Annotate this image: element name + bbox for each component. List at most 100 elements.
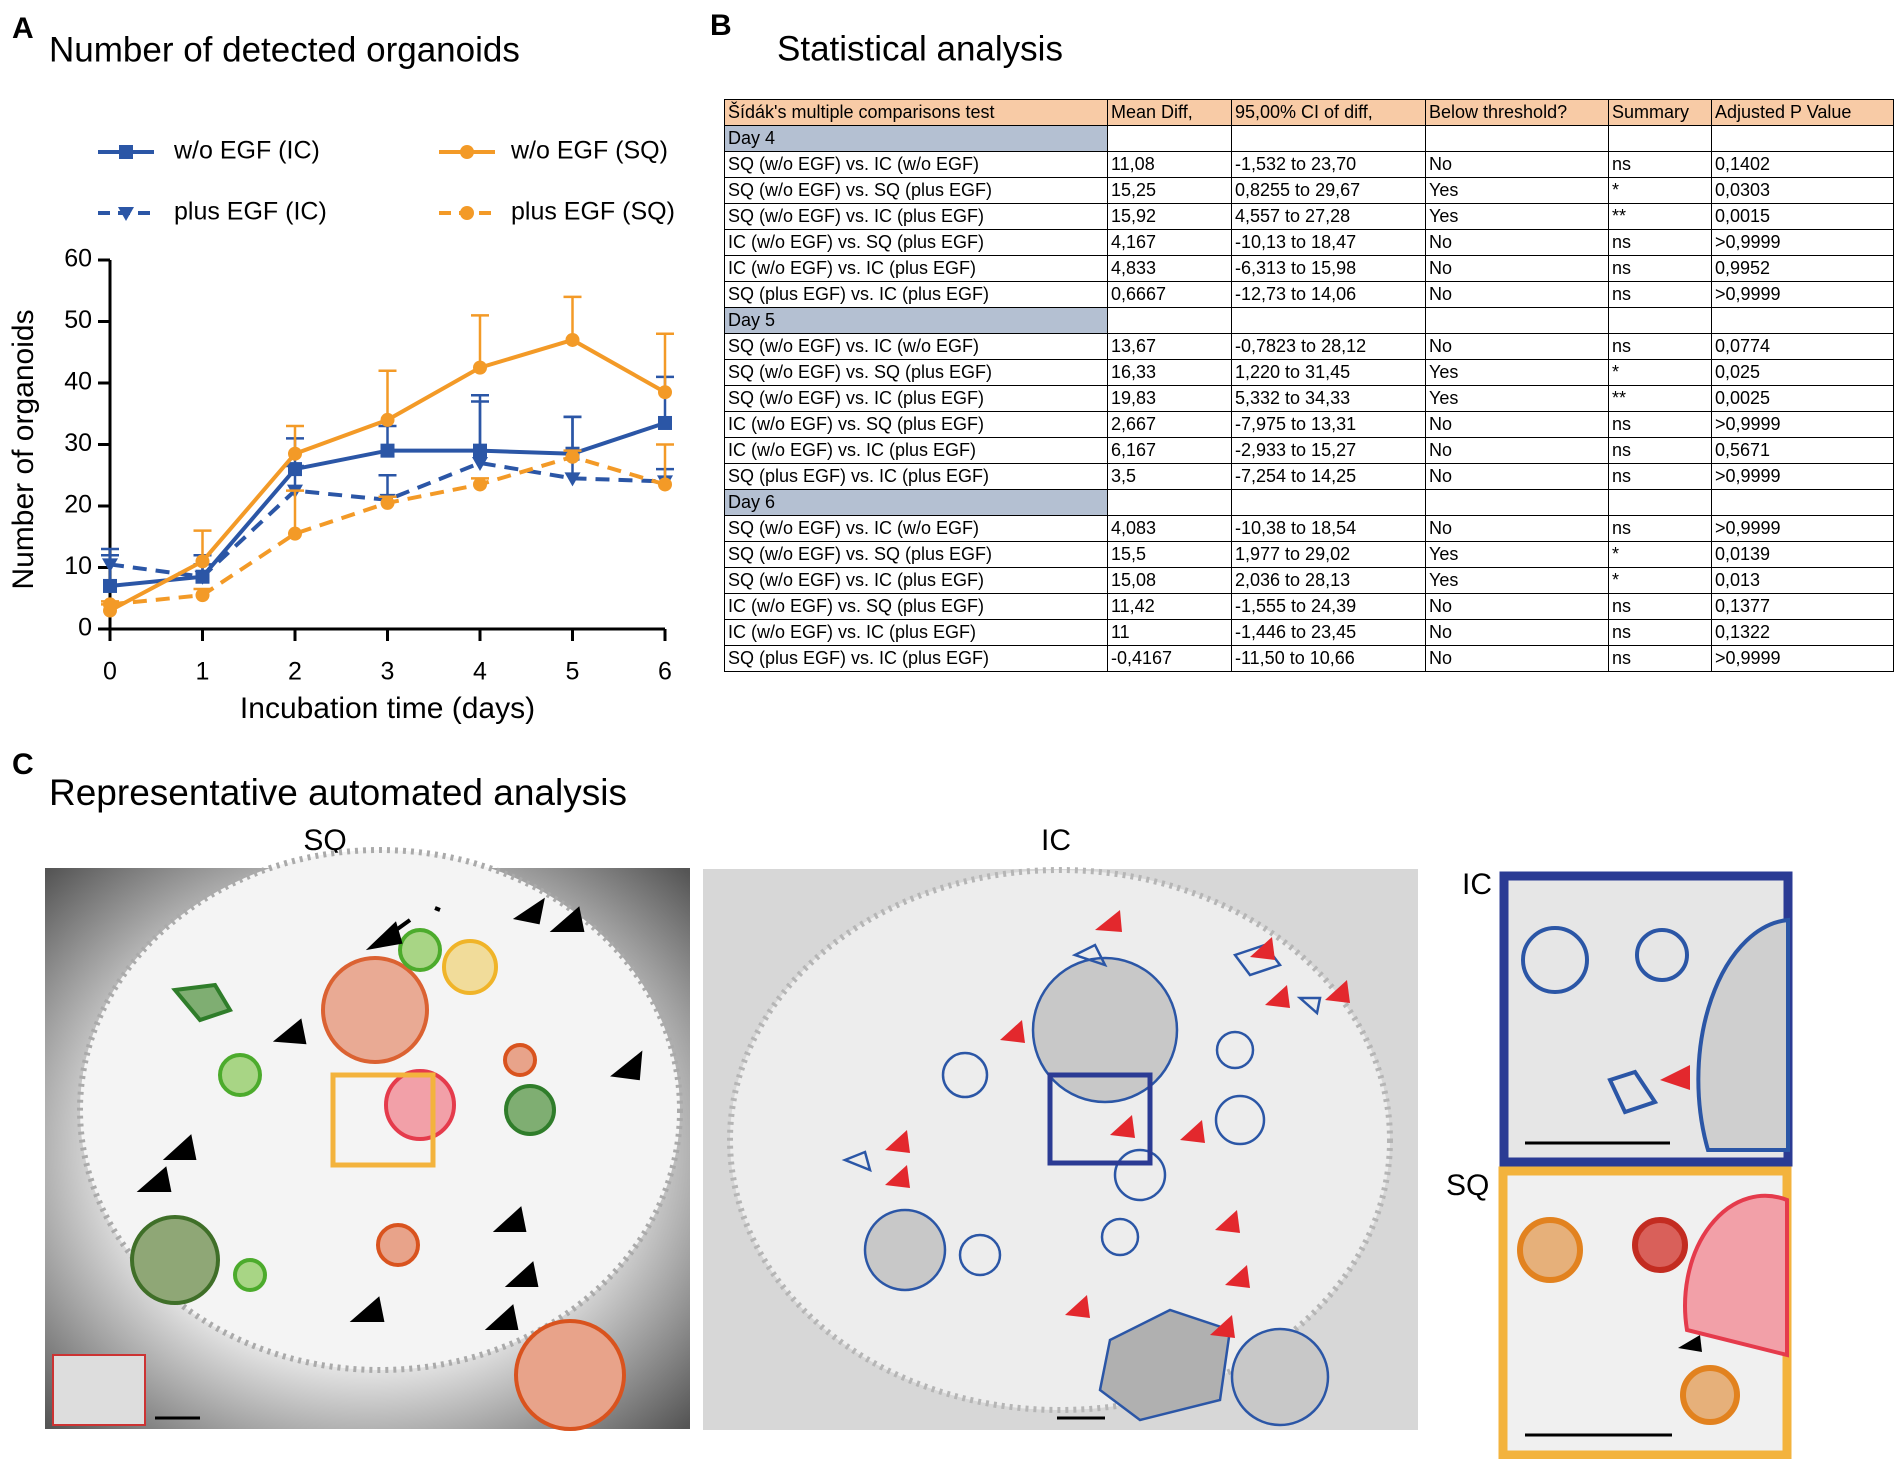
legend-marker (119, 145, 133, 159)
table-cell: -10,13 to 18,47 (1231, 229, 1426, 256)
table-cell (1425, 307, 1609, 334)
table-cell: SQ (w/o EGF) vs. SQ (plus EGF) (724, 177, 1108, 204)
y-tick-label: 10 (64, 552, 92, 580)
point (565, 449, 580, 464)
error-bar (563, 295, 582, 340)
table-cell: -0,4167 (1107, 645, 1232, 672)
table-cell: ns (1608, 463, 1712, 490)
table-cell: ns (1608, 645, 1712, 672)
table-cell: SQ (w/o EGF) vs. SQ (plus EGF) (724, 541, 1108, 568)
table-cell: * (1608, 359, 1712, 386)
legend-item: w/o EGF (SQ) (439, 137, 668, 165)
table-cell: SQ (w/o EGF) vs. IC (plus EGF) (724, 567, 1108, 594)
table-cell (1425, 125, 1609, 152)
table-cell: No (1425, 255, 1609, 282)
table-row: SQ (w/o EGF) vs. SQ (plus EGF) 16,33 1,220… (724, 359, 1894, 386)
table-cell: Summary (1608, 99, 1712, 126)
table-cell: IC (w/o EGF) vs. IC (plus EGF) (724, 619, 1108, 646)
table-cell: -1,555 to 24,39 (1231, 593, 1426, 620)
table-row: SQ (w/o EGF) vs. SQ (plus EGF) 15,5 1,977 … (724, 541, 1894, 568)
ic-image (703, 867, 1418, 1430)
table-cell: 0,5671 (1711, 437, 1894, 464)
table-cell: ns (1608, 437, 1712, 464)
table-cell: >0,9999 (1711, 515, 1894, 542)
y-axis-label: Number of organoids (7, 309, 40, 589)
table-cell: >0,9999 (1711, 411, 1894, 438)
point (658, 415, 672, 430)
table-cell: Day 5 (724, 307, 1108, 334)
table-cell: -11,50 to 10,66 (1231, 645, 1426, 672)
table-cell: SQ (w/o EGF) vs. IC (w/o EGF) (724, 333, 1108, 360)
table-row: SQ (w/o EGF) vs. IC (w/o EGF) 4,083 -10,38… (724, 515, 1894, 542)
table-cell: 0,025 (1711, 359, 1894, 386)
table-cell: 11 (1107, 619, 1232, 646)
table-row: IC (w/o EGF) vs. IC (plus EGF) 11 -1,446 t… (724, 619, 1894, 646)
legend-item: plus EGF (SQ) (439, 198, 675, 226)
point (472, 456, 488, 471)
table-cell: 15,5 (1107, 541, 1232, 568)
point (658, 477, 672, 492)
table-cell: 2,667 (1107, 411, 1232, 438)
table-cell (1107, 307, 1232, 334)
table-cell: 3,5 (1107, 463, 1232, 490)
table-cell: 0,0139 (1711, 541, 1894, 568)
table-cell: 4,083 (1107, 515, 1232, 542)
table-cell: IC (w/o EGF) vs. SQ (plus EGF) (724, 593, 1108, 620)
point (102, 558, 118, 573)
legend-marker (460, 206, 474, 220)
table-cell: No (1425, 593, 1609, 620)
table-cell: No (1425, 619, 1609, 646)
x-axis-label: Incubation time (days) (240, 692, 535, 725)
table-cell: SQ (w/o EGF) vs. SQ (plus EGF) (724, 359, 1108, 386)
table-cell: >0,9999 (1711, 463, 1894, 490)
table-row: IC (w/o EGF) vs. IC (plus EGF) 4,833 -6,31… (724, 255, 1894, 282)
inset-label: IC (1462, 868, 1492, 901)
table-row: Day 5 (724, 307, 1894, 334)
legend-item: plus EGF (IC) (98, 198, 327, 226)
legend-label: plus EGF (IC) (174, 198, 327, 226)
legend-label: plus EGF (SQ) (511, 198, 675, 226)
legend-label: w/o EGF (IC) (173, 137, 320, 165)
sq-inset (1498, 1166, 1792, 1459)
chart-title: Number of detected organoids (49, 30, 520, 69)
image-label: IC (1041, 824, 1071, 857)
table-cell: SQ (w/o EGF) vs. IC (plus EGF) (724, 385, 1108, 412)
table-row: SQ (w/o EGF) vs. IC (w/o EGF) 11,08 -1,532… (724, 151, 1894, 178)
table-cell: -0,7823 to 28,12 (1231, 333, 1426, 360)
panel-label: C (12, 748, 34, 781)
error-bar (471, 314, 489, 368)
table-cell: ns (1608, 255, 1712, 282)
table-row: Day 4 (724, 125, 1894, 152)
table-cell: SQ (w/o EGF) vs. IC (w/o EGF) (724, 151, 1108, 178)
table-cell (1107, 489, 1232, 516)
table-cell: ns (1608, 593, 1712, 620)
table-cell: Yes (1425, 385, 1609, 412)
table-cell: Day 6 (724, 489, 1108, 516)
table-cell: SQ (w/o EGF) vs. IC (plus EGF) (724, 203, 1108, 230)
table-cell: No (1425, 281, 1609, 308)
table-cell: Mean Diff, (1107, 99, 1232, 126)
table-cell: 1,977 to 29,02 (1231, 541, 1426, 568)
table-cell: -7,975 to 13,31 (1231, 411, 1426, 438)
table-cell: 16,33 (1107, 359, 1232, 386)
legend-marker (118, 207, 134, 221)
table-cell: No (1425, 151, 1609, 178)
table-cell: 0,013 (1711, 567, 1894, 594)
table-cell: ns (1608, 333, 1712, 360)
table-cell: ns (1608, 619, 1712, 646)
panel-title: Representative automated analysis (49, 772, 627, 813)
table-cell: -7,254 to 14,25 (1231, 463, 1426, 490)
table-cell: 0,1322 (1711, 619, 1894, 646)
y-tick-label: 60 (64, 245, 92, 273)
table-row: SQ (w/o EGF) vs. SQ (plus EGF) 15,25 0,825… (724, 177, 1894, 204)
table-row: IC (w/o EGF) vs. SQ (plus EGF) 2,667 -7,97… (724, 411, 1894, 438)
error-bar (286, 489, 304, 534)
table-cell: IC (w/o EGF) vs. IC (plus EGF) (724, 437, 1108, 464)
table-cell: Yes (1425, 359, 1609, 386)
table-row: SQ (plus EGF) vs. IC (plus EGF) -0,4167 -1… (724, 645, 1894, 672)
table-cell: ns (1608, 229, 1712, 256)
sq-image (45, 847, 690, 1431)
table-cell: Šídák's multiple comparisons test (724, 99, 1108, 126)
table-cell: SQ (w/o EGF) vs. IC (w/o EGF) (724, 515, 1108, 542)
